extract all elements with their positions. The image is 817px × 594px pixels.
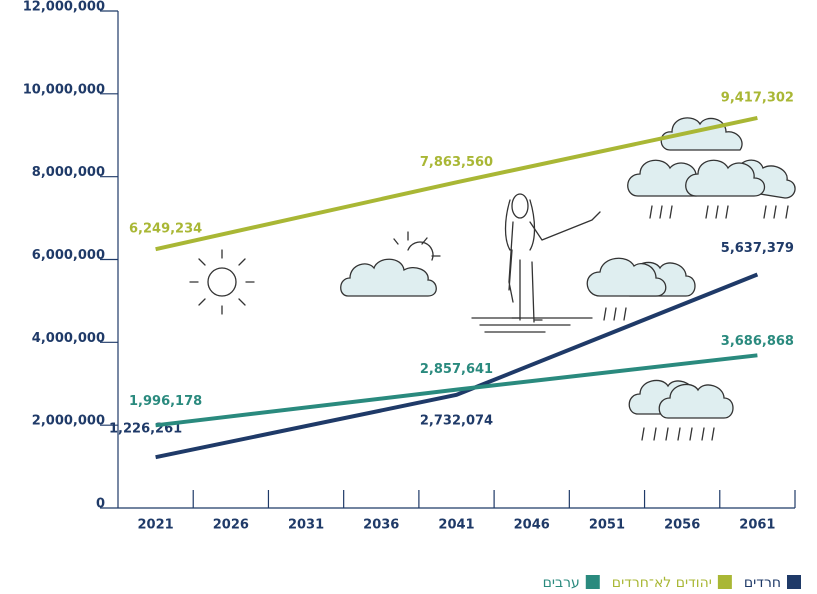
illustrations [189,117,796,441]
data-label: 7,863,560 [420,155,493,170]
y-tick-label: 0 [96,497,105,512]
x-tick-label: 2051 [589,518,625,533]
x-tick-label: 2046 [514,518,550,533]
x-tick-label: 2061 [739,518,775,533]
y-tick-label: 10,000,000 [23,82,105,97]
x-tick-label: 2031 [288,518,324,533]
rain-clouds-illustration [586,117,796,441]
data-label: 1,996,178 [129,394,202,409]
data-label: 9,417,302 [721,90,794,105]
x-tick-label: 2041 [438,518,474,533]
legend-label: ערבים [543,575,580,591]
legend-swatch [585,575,600,589]
legend-label: יהודים לא־חרדים [612,575,712,591]
y-tick-label: 6,000,000 [32,248,105,263]
data-label: 2,732,074 [420,413,493,428]
series-line [155,272,759,460]
x-tick-label: 2036 [363,518,399,533]
x-tick-label: 2026 [213,518,249,533]
sun-illustration [189,249,255,315]
y-tick-label: 2,000,000 [32,414,105,429]
legend-swatch [787,575,801,589]
data-label: 6,249,234 [129,222,202,237]
series-line [155,353,758,428]
data-label: 3,686,868 [721,334,794,349]
x-tick-label: 2056 [664,518,700,533]
legend-swatch [717,575,732,589]
series-line [155,116,758,252]
data-label: 5,637,379 [721,241,794,256]
legend-label: חרדים [744,575,781,591]
y-tick-label: 8,000,000 [32,165,105,180]
y-tick-label: 12,000,000 [23,0,105,15]
cloud-sun-illustration [340,231,441,297]
data-label: 2,857,641 [420,362,493,377]
y-tick-label: 4,000,000 [32,331,105,346]
x-tick-label: 2021 [138,518,174,533]
person-illustration [471,193,601,333]
